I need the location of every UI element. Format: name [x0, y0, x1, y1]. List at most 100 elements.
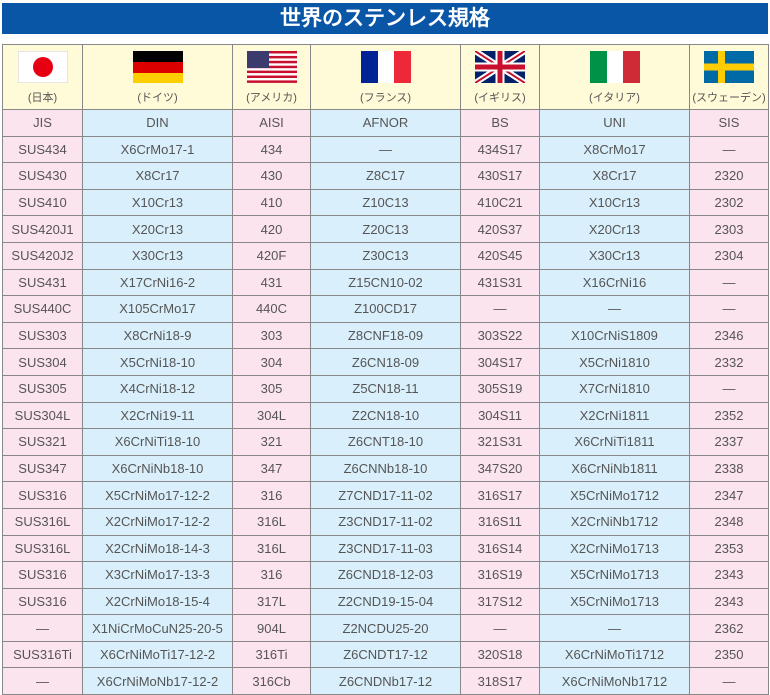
cell-jis: SUS431	[2, 268, 83, 297]
cell-aisi: 430	[232, 162, 311, 190]
table-row: SUS420J2 X30Cr13 420F Z30C13 420S45 X30Cr13 23…	[2, 241, 769, 270]
cell-uni: X5CrNiMo1712	[539, 481, 690, 509]
cell-afnor: Z6CNDT17-12	[310, 640, 461, 669]
table-row: SUS316Ti X6CrNiMoTi17-12-2 316Ti Z6CNDT17-1…	[2, 640, 769, 669]
cell-sis: 2343	[689, 561, 769, 589]
cell-din: X3CrNiMo17-13-3	[82, 561, 233, 589]
cell-bs: 304S17	[460, 348, 540, 376]
cell-afnor: Z10C13	[310, 188, 461, 217]
cell-din: X6CrNiTi18-10	[82, 428, 233, 456]
cell-afnor: Z7CND17-11-02	[310, 481, 461, 509]
column-header: UNI	[539, 109, 690, 137]
stainless-standards-table: (日本) (ドイツ) (アメリカ) (フランス) (イギリス) (イタリア) (スウェーデン…	[2, 44, 769, 695]
table-row: SUS440C X105CrMo17 440C Z100CD17— — —	[2, 295, 769, 323]
cell-bs: 317S12	[460, 587, 540, 616]
cell-sis: 2338	[689, 454, 769, 483]
cell-sis: 2353	[689, 534, 769, 563]
table-row: SUS316 X3CrNiMo17-13-3 316 Z6CND18-12-03 316…	[2, 561, 769, 589]
cell-bs: 304S11	[460, 401, 540, 430]
country-label: (イギリス)	[474, 92, 526, 104]
cell-afnor: Z6CNDNb17-12	[310, 667, 461, 695]
table-row: SUS434 X6CrMo17-1 434—434S17 X8CrMo17—	[2, 135, 769, 164]
cell-din: X2CrNiMo17-12-2	[82, 507, 233, 536]
cell-aisi: 304	[232, 348, 311, 376]
italy-flag-icon	[589, 51, 640, 83]
country-cell: (フランス)	[310, 44, 461, 110]
column-header: AFNOR	[310, 109, 461, 137]
country-cell: (イタリア)	[539, 44, 690, 110]
cell-bs: —	[460, 614, 540, 642]
country-row: (日本) (ドイツ) (アメリカ) (フランス) (イギリス) (イタリア) (スウェーデン…	[2, 44, 769, 110]
country-cell: (日本)	[2, 44, 83, 110]
cell-jis: SUS303	[2, 321, 83, 350]
cell-afnor: Z8C17	[310, 162, 461, 190]
cell-sis: —	[689, 667, 769, 695]
cell-din: X2CrNi19-11	[82, 401, 233, 430]
cell-aisi: 410	[232, 188, 311, 217]
cell-uni: X10CrNiS1809	[539, 321, 690, 350]
cell-jis: SUS304	[2, 348, 83, 376]
cell-jis: SUS305	[2, 374, 83, 403]
table-row: SUS420J1 X20Cr13 420 Z20C13 420S37 X20Cr13 230…	[2, 215, 769, 243]
cell-uni: —	[539, 614, 690, 642]
cell-sis: 2348	[689, 507, 769, 536]
country-label: (フランス)	[359, 92, 412, 104]
table-row: SUS316 X2CrNiMo18-15-4 317L Z2CND19-15-04 31…	[2, 587, 769, 616]
cell-din: X30Cr13	[82, 241, 233, 270]
cell-aisi: 316L	[232, 507, 311, 536]
cell-afnor: Z6CNNb18-10	[310, 454, 461, 483]
cell-afnor: Z2CN18-10	[310, 401, 461, 430]
cell-uni: X20Cr13	[539, 215, 690, 243]
cell-jis: —	[2, 614, 83, 642]
uk-flag-icon	[475, 51, 525, 83]
column-header: DIN	[82, 109, 233, 137]
cell-sis: —	[689, 268, 769, 297]
cell-bs: 318S17	[460, 667, 540, 695]
cell-afnor: Z30C13	[310, 241, 461, 270]
cell-uni: X6CrNiTi1811	[539, 428, 690, 456]
cell-sis: 2346	[689, 321, 769, 350]
cell-din: X10Cr13	[82, 188, 233, 217]
cell-jis: SUS434	[2, 135, 83, 164]
cell-jis: SUS410	[2, 188, 83, 217]
cell-afnor: —	[310, 135, 461, 164]
cell-bs: 347S20	[460, 454, 540, 483]
cell-jis: SUS321	[2, 428, 83, 456]
cell-din: X17CrNi16-2	[82, 268, 233, 297]
cell-bs: 434S17	[460, 135, 540, 164]
cell-afnor: Z8CNF18-09	[310, 321, 461, 350]
table-row: — X6CrNiMoNb17-12-2 316Cb Z6CNDNb17-12 318S1…	[2, 667, 769, 695]
cell-afnor: Z3CND17-11-03	[310, 534, 461, 563]
cell-sis: 2302	[689, 188, 769, 217]
country-label: (ドイツ)	[137, 92, 178, 104]
cell-jis: SUS420J2	[2, 241, 83, 270]
cell-din: X8Cr17	[82, 162, 233, 190]
cell-din: X20Cr13	[82, 215, 233, 243]
cell-aisi: 316Cb	[232, 667, 311, 695]
cell-sis: —	[689, 135, 769, 164]
cell-aisi: 440C	[232, 295, 311, 323]
cell-afnor: Z2NCDU25-20	[310, 614, 461, 642]
cell-sis: 2347	[689, 481, 769, 509]
cell-uni: X2CrNiNb1712	[539, 507, 690, 536]
cell-aisi: 305	[232, 374, 311, 403]
cell-afnor: Z3CND17-11-02	[310, 507, 461, 536]
table-row: — X1NiCrMoCuN25-20-5 904L Z2NCDU25-20— —2362	[2, 614, 769, 642]
table-row: SUS304L X2CrNi19-11 304L Z2CN18-10 304S11 X2C…	[2, 401, 769, 430]
usa-flag-icon	[246, 51, 297, 83]
cell-din: X5CrNi18-10	[82, 348, 233, 376]
cell-din: X6CrNiMoTi17-12-2	[82, 640, 233, 669]
cell-sis: 2303	[689, 215, 769, 243]
germany-flag-icon	[132, 51, 183, 83]
cell-jis: SUS440C	[2, 295, 83, 323]
cell-uni: —	[539, 295, 690, 323]
cell-sis: 2332	[689, 348, 769, 376]
table-row: SUS305 X4CrNi18-12 305 Z5CN18-11 305S19 X7CrN…	[2, 374, 769, 403]
country-label: (イタリア)	[589, 92, 640, 104]
cell-aisi: 316Ti	[232, 640, 311, 669]
france-flag-icon	[360, 51, 411, 83]
cell-afnor: Z100CD17	[310, 295, 461, 323]
cell-aisi: 904L	[232, 614, 311, 642]
table-row: SUS431 X17CrNi16-2 431 Z15CN10-02 431S31 X16C…	[2, 268, 769, 297]
cell-uni: X6CrNiMoTi1712	[539, 640, 690, 669]
